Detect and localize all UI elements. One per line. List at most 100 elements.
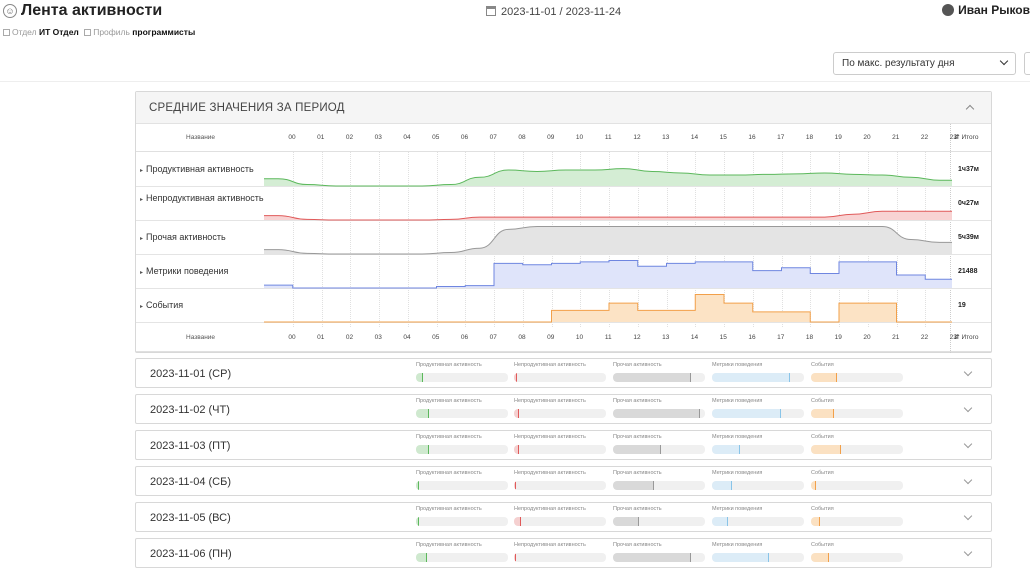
summary-row[interactable]: ▸ Метрики поведения 21488 bbox=[136, 255, 991, 289]
sort-icon: ⇵ bbox=[954, 134, 960, 141]
day-metric-label: Непродуктивная активность bbox=[514, 398, 586, 404]
chevron-down-icon[interactable] bbox=[963, 547, 973, 557]
day-row[interactable]: 2023-11-05 (ВС) Продуктивная активность Не… bbox=[135, 502, 992, 532]
hour-label-06: 06 bbox=[460, 334, 469, 341]
profile-value[interactable]: программисты bbox=[132, 27, 196, 37]
day-row[interactable]: 2023-11-01 (СР) Продуктивная активность Не… bbox=[135, 358, 992, 388]
divider bbox=[0, 81, 1030, 82]
day-metric-bar: Метрики поведения bbox=[712, 542, 804, 564]
summary-panel-title: СРЕДНИЕ ЗНАЧЕНИЯ ЗА ПЕРИОД bbox=[149, 102, 345, 114]
total-header-label: Итого bbox=[961, 134, 979, 141]
chevron-down-icon bbox=[999, 56, 1009, 66]
day-metric-label: Прочая активность bbox=[613, 506, 662, 512]
hour-label-20: 20 bbox=[863, 134, 871, 141]
period-text: 2023-11-01 / 2023-11-24 bbox=[501, 6, 622, 18]
row-label-text: Метрики поведения bbox=[146, 266, 229, 276]
day-date: 2023-11-04 (СБ) bbox=[150, 476, 231, 488]
total-column-header[interactable]: ⇵ Итого bbox=[954, 133, 979, 141]
day-metric-fill bbox=[416, 553, 428, 562]
day-metric-marker bbox=[835, 373, 837, 382]
profile-label: Профиль bbox=[93, 27, 130, 37]
chevron-down-icon[interactable] bbox=[963, 511, 973, 521]
day-metric-bar: События bbox=[811, 362, 903, 384]
chevron-down-icon[interactable] bbox=[963, 367, 973, 377]
day-metric-label: Продуктивная активность bbox=[416, 398, 482, 404]
day-row[interactable]: 2023-11-03 (ПТ) Продуктивная активность Не… bbox=[135, 430, 992, 460]
day-metric-label: Прочая активность bbox=[613, 542, 662, 548]
chevron-up-icon[interactable] bbox=[965, 104, 975, 114]
day-metric-marker bbox=[768, 553, 770, 562]
day-metric-marker bbox=[690, 373, 692, 382]
day-metric-fill bbox=[811, 553, 830, 562]
summary-row[interactable]: ▸ События 19 bbox=[136, 289, 991, 323]
hour-label-04: 04 bbox=[403, 134, 411, 141]
hour-label-13: 13 bbox=[662, 334, 670, 341]
hour-label-20: 20 bbox=[863, 334, 871, 341]
hour-label-18: 18 bbox=[805, 134, 814, 141]
toolbar-button[interactable] bbox=[1024, 52, 1030, 75]
hour-label-17: 17 bbox=[777, 134, 785, 141]
day-metric-marker bbox=[653, 481, 655, 490]
day-date: 2023-11-05 (ВС) bbox=[150, 512, 231, 524]
hour-label-00: 00 bbox=[288, 334, 296, 341]
day-metric-label: Метрики поведения bbox=[712, 398, 763, 404]
day-metric-label: Непродуктивная активность bbox=[514, 506, 586, 512]
day-metric-bar: События bbox=[811, 398, 903, 420]
sort-select[interactable]: По макс. результату дня bbox=[833, 52, 1016, 75]
day-metric-label: Метрики поведения bbox=[712, 470, 763, 476]
day-metric-track bbox=[514, 517, 606, 526]
row-label-text: Продуктивная активность bbox=[146, 164, 254, 174]
hour-label-21: 21 bbox=[892, 134, 900, 141]
day-metric-marker bbox=[726, 517, 728, 526]
hour-label-11: 11 bbox=[604, 134, 612, 141]
period-picker[interactable]: 2023-11-01 / 2023-11-24 bbox=[486, 6, 621, 18]
day-metric-marker bbox=[517, 445, 519, 454]
chevron-down-icon[interactable] bbox=[963, 475, 973, 485]
day-metric-fill bbox=[811, 409, 834, 418]
day-metric-bar: Непродуктивная активность bbox=[514, 470, 606, 492]
day-metric-marker bbox=[690, 553, 692, 562]
hour-label-17: 17 bbox=[777, 334, 785, 341]
day-metric-label: Метрики поведения bbox=[712, 542, 763, 548]
summary-panel-header[interactable]: СРЕДНИЕ ЗНАЧЕНИЯ ЗА ПЕРИОД bbox=[136, 92, 991, 124]
day-metric-fill bbox=[811, 373, 837, 382]
user-menu[interactable]: Иван Рыков bbox=[942, 3, 1030, 17]
summary-row[interactable]: ▸ Продуктивная активность 1ч37м bbox=[136, 153, 991, 187]
total-column-header[interactable]: ⇵ Итого bbox=[954, 333, 979, 341]
day-metric-fill bbox=[613, 445, 661, 454]
day-metric-fill bbox=[416, 445, 429, 454]
day-metric-bar: События bbox=[811, 434, 903, 456]
day-metric-marker bbox=[517, 409, 519, 418]
day-metric-bar: Непродуктивная активность bbox=[514, 506, 606, 528]
day-row[interactable]: 2023-11-04 (СБ) Продуктивная активность Не… bbox=[135, 466, 992, 496]
chart-line bbox=[264, 210, 952, 221]
day-row[interactable]: 2023-11-06 (ПН) Продуктивная активность Не… bbox=[135, 538, 992, 568]
day-metric-marker bbox=[828, 553, 830, 562]
dept-value[interactable]: ИТ Отдел bbox=[38, 27, 79, 37]
day-metric-marker bbox=[514, 553, 516, 562]
hour-label-08: 08 bbox=[518, 134, 526, 141]
day-metric-marker bbox=[738, 445, 740, 454]
chevron-down-icon[interactable] bbox=[963, 403, 973, 413]
summary-row[interactable]: ▸ Прочая активность 5ч39м bbox=[136, 221, 991, 255]
day-row[interactable]: 2023-11-02 (ЧТ) Продуктивная активность Не… bbox=[135, 394, 992, 424]
day-metric-track bbox=[712, 481, 804, 490]
day-metric-bar: События bbox=[811, 470, 903, 492]
calendar-icon bbox=[486, 6, 496, 16]
day-metric-bar: Продуктивная активность bbox=[416, 542, 508, 564]
summary-row[interactable]: ▸ Непродуктивная активность 0ч27м bbox=[136, 187, 991, 221]
activity-chart bbox=[264, 210, 952, 221]
summary-row-label: ▸ Непродуктивная активность bbox=[140, 193, 264, 206]
day-metric-fill bbox=[613, 553, 692, 562]
hour-label-14: 14 bbox=[690, 134, 699, 141]
day-metric-marker bbox=[789, 373, 791, 382]
chart-line bbox=[264, 293, 952, 323]
hour-label-01: 01 bbox=[317, 334, 325, 341]
summary-row-total: 0ч27м bbox=[958, 200, 979, 207]
chevron-down-icon[interactable] bbox=[963, 439, 973, 449]
dept-label: Отдел bbox=[12, 27, 37, 37]
day-metric-marker bbox=[814, 481, 816, 490]
row-label-text: События bbox=[146, 300, 184, 310]
day-date: 2023-11-06 (ПН) bbox=[150, 548, 232, 560]
chart-line bbox=[264, 259, 952, 289]
